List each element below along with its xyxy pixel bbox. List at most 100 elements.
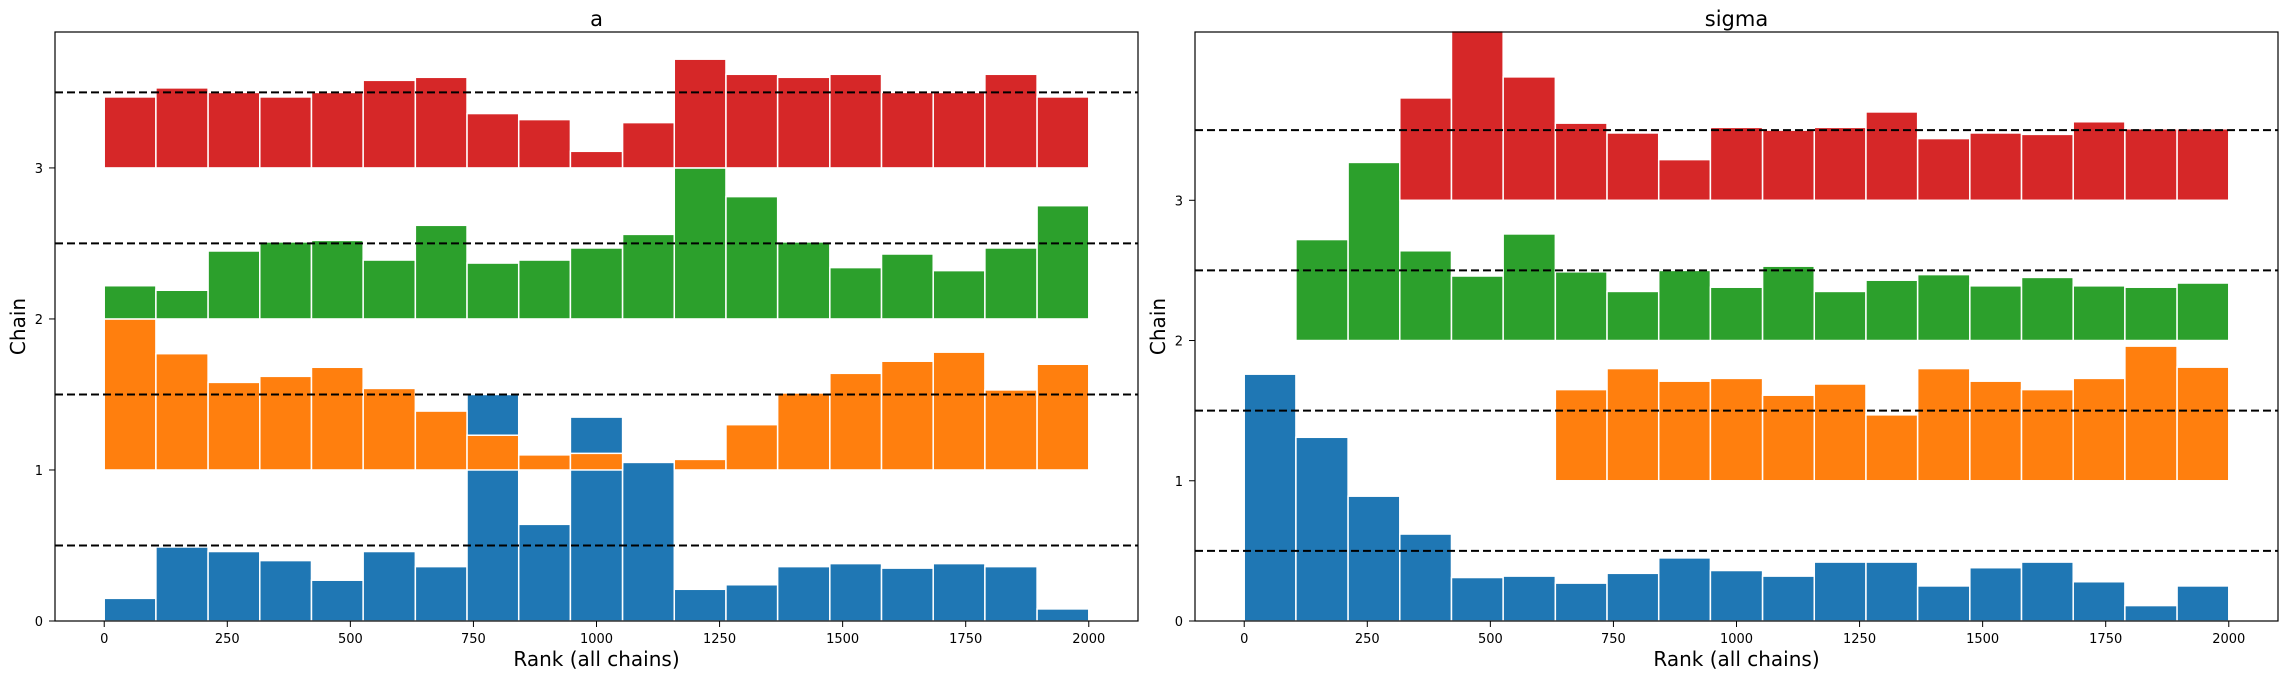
bar [1399, 533, 1453, 622]
bar [414, 565, 468, 622]
x-tick-label: 1000 [580, 632, 613, 647]
bar [1554, 271, 1608, 342]
bar [259, 375, 313, 471]
x-tick-label: 1750 [2089, 632, 2122, 647]
y-tick-label: 1 [1175, 475, 1183, 490]
panel-a: 0 250 500 750 1000 1250 1500 1750 2000 0 1 2 3 a Rank … [6, 7, 1139, 671]
bar [1813, 126, 1867, 202]
bar [2124, 128, 2178, 202]
bar [880, 360, 934, 471]
bar [1709, 569, 1764, 622]
y-tick-label: 0 [35, 615, 43, 630]
bar [621, 233, 676, 320]
bar [2020, 561, 2074, 622]
bar [932, 91, 986, 169]
bar [2020, 276, 2074, 342]
bar [1502, 233, 1557, 342]
bar [1657, 158, 1712, 202]
series-chain-0 [1243, 373, 2230, 622]
bar [880, 91, 934, 169]
bar [155, 289, 209, 320]
x-axis-label: Rank (all chains) [1653, 647, 1819, 671]
bar [155, 87, 209, 169]
bar [1347, 161, 1401, 342]
bar [673, 58, 727, 169]
bar [984, 73, 1038, 169]
bar [1813, 561, 1867, 622]
x-tick-label: 750 [1601, 632, 1626, 647]
bar [2176, 282, 2230, 342]
bar [569, 416, 624, 622]
series-chain-2 [1295, 161, 2230, 342]
bar [1916, 137, 1971, 202]
bar [932, 269, 986, 320]
bar [1606, 132, 1660, 202]
bar [2124, 286, 2178, 342]
series-chain-2 [103, 167, 1090, 320]
bar [776, 392, 831, 471]
bar [1865, 414, 1919, 482]
bar [362, 387, 417, 471]
bar [1709, 286, 1764, 342]
bar [1969, 566, 2023, 622]
bar [2020, 388, 2074, 482]
bar [1916, 273, 1971, 342]
bar [103, 284, 157, 320]
bar [621, 461, 676, 622]
bar [932, 351, 986, 471]
bar [984, 389, 1038, 471]
bar [829, 562, 883, 622]
bar [1399, 250, 1453, 342]
bar [310, 366, 364, 471]
bar [725, 73, 779, 169]
bar [1554, 122, 1608, 202]
bar [1606, 367, 1660, 482]
bar [1657, 557, 1712, 622]
bar [1813, 383, 1867, 482]
bar [2124, 345, 2178, 482]
bar [259, 96, 313, 169]
bar [155, 546, 209, 622]
bar [517, 523, 572, 622]
x-tick-label: 2000 [2212, 632, 2245, 647]
chart-title: a [590, 7, 603, 31]
y-axis-label: Chain [6, 298, 30, 355]
bar [1969, 285, 2023, 342]
x-tick-label: 1750 [949, 632, 982, 647]
bar [1761, 265, 1816, 342]
x-tick-label: 500 [338, 632, 363, 647]
bar [1036, 608, 1090, 622]
bar [155, 352, 209, 471]
bar [621, 121, 676, 169]
bar [725, 423, 779, 471]
x-tick-label: 0 [1240, 632, 1248, 647]
bar [362, 259, 417, 320]
bar [1502, 76, 1557, 202]
bar [414, 410, 468, 471]
bar [1450, 29, 1504, 202]
bar [1865, 279, 1919, 342]
series-chain-1 [1554, 345, 2230, 482]
bar [207, 250, 261, 320]
x-tick-label: 1250 [1843, 632, 1876, 647]
bar [362, 550, 417, 622]
bar [725, 195, 779, 320]
bar [880, 253, 934, 320]
y-tick-label: 3 [1175, 194, 1183, 209]
bar [776, 76, 831, 169]
bar [1916, 585, 1971, 622]
bar [569, 247, 624, 320]
bar [2072, 580, 2126, 622]
bar [569, 452, 624, 471]
bar [1657, 380, 1712, 482]
bar [2176, 585, 2230, 622]
bar [414, 224, 468, 320]
x-tick-label: 1250 [703, 632, 736, 647]
bar [1813, 290, 1867, 342]
bar [1347, 495, 1401, 622]
y-tick-label: 3 [35, 162, 43, 177]
series-chain-3 [103, 58, 1090, 169]
x-tick-label: 250 [1355, 632, 1380, 647]
bar [1709, 377, 1764, 482]
bar [414, 76, 468, 169]
